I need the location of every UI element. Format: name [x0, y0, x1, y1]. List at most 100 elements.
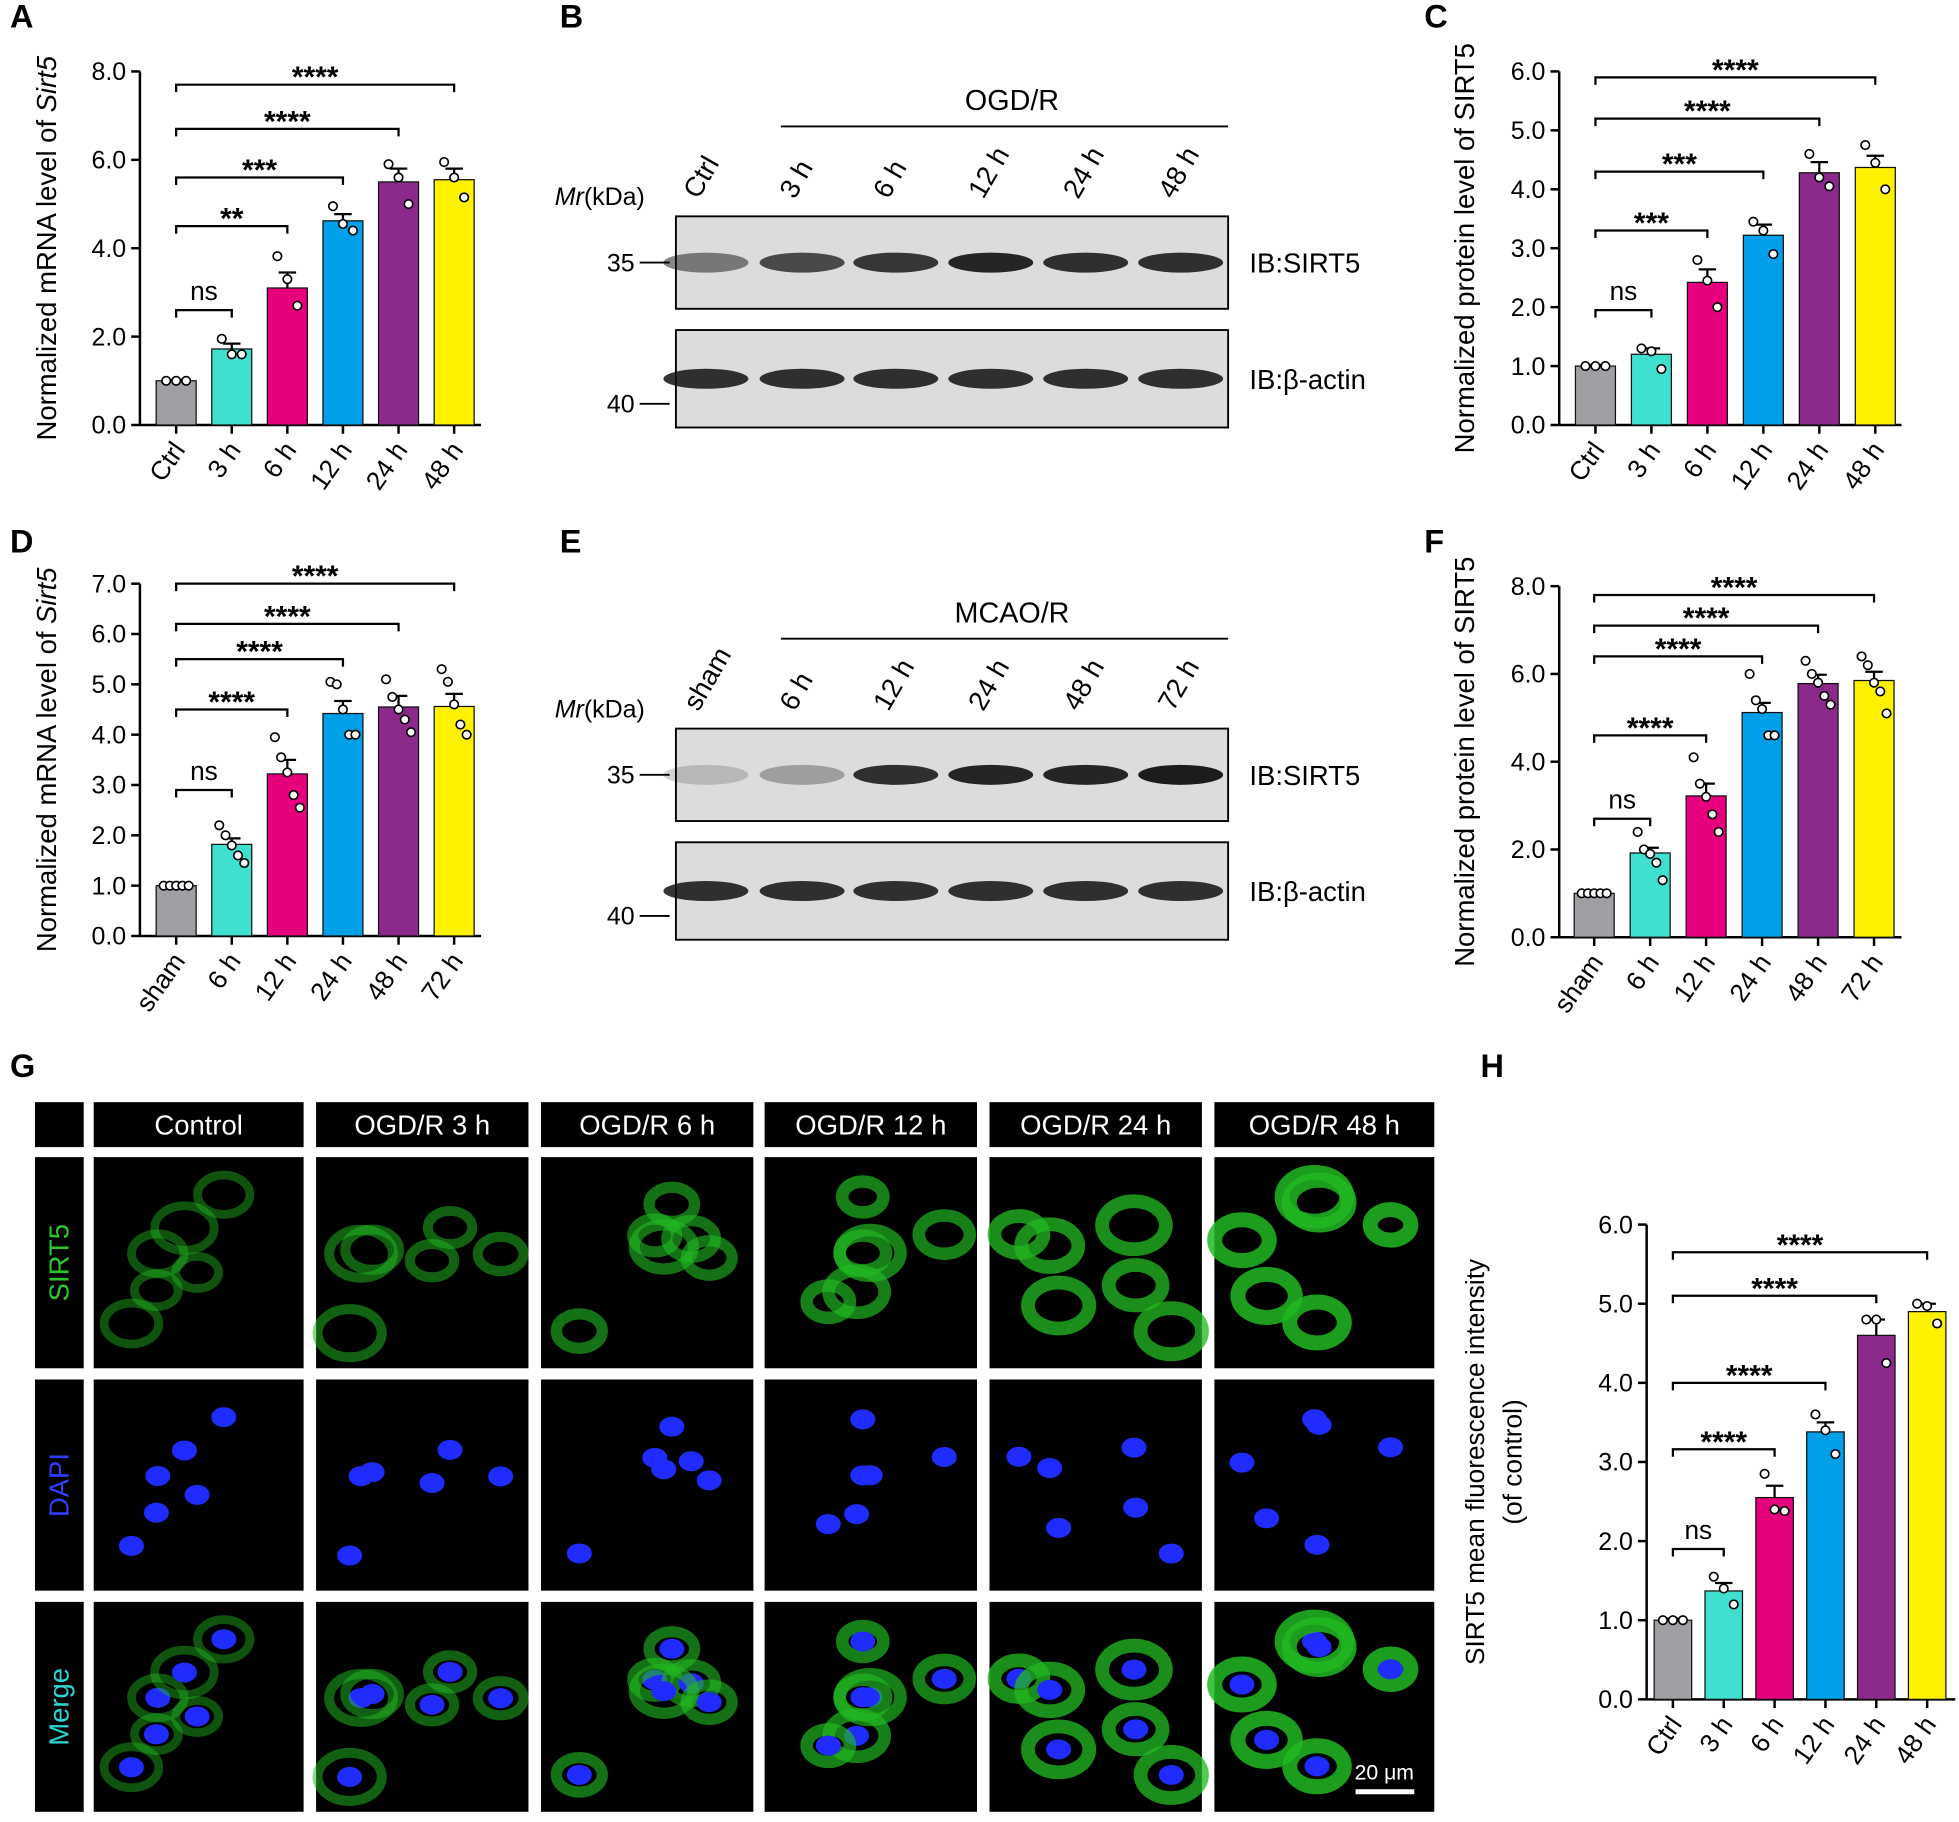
cell-signal: [1207, 1212, 1277, 1269]
cell-signal: [99, 1298, 164, 1349]
nucleus: [419, 1473, 445, 1494]
lane-label: Ctrl: [677, 151, 725, 203]
nucleus: [850, 1687, 876, 1708]
y-tick-label: 4.0: [1598, 1370, 1633, 1398]
nucleus: [696, 1692, 722, 1713]
y-tick-label: 2.0: [1598, 1528, 1633, 1556]
data-point: [1692, 254, 1703, 266]
cell-signal: [127, 1229, 189, 1278]
nucleus: [143, 1724, 169, 1745]
data-point: [1881, 708, 1892, 719]
data-point: [449, 699, 460, 710]
y-axis-label-text: Normalized protein level of SIRT5: [1449, 43, 1480, 453]
nucleus: [143, 1502, 169, 1523]
y-tick-label: 5.0: [91, 671, 126, 699]
nucleus: [931, 1446, 957, 1467]
data-point: [1656, 363, 1667, 375]
nucleus: [844, 1504, 870, 1525]
data-point: [461, 729, 472, 740]
nucleus: [145, 1687, 171, 1708]
nucleus: [184, 1484, 210, 1505]
data-point: [181, 375, 192, 386]
nucleus: [815, 1735, 841, 1756]
blot-band: [948, 881, 1034, 902]
data-point: [387, 691, 398, 702]
data-point: [1860, 140, 1871, 151]
cell-signal: [1281, 1172, 1357, 1233]
data-point: [405, 727, 417, 738]
x-tick-label: 24 h: [1780, 436, 1834, 495]
lane-label: 72 h: [1152, 654, 1206, 716]
row-label: SIRT5: [44, 1224, 75, 1301]
y-tick-label: 5.0: [1511, 117, 1546, 145]
bar: [266, 773, 308, 937]
x-tick-label: Ctrl: [1562, 436, 1610, 487]
data-point: [455, 719, 466, 730]
data-point: [1758, 225, 1769, 236]
cell-signal: [912, 1653, 976, 1705]
nucleus: [437, 1439, 463, 1460]
significance-bracket: [1593, 655, 1764, 664]
blot-band: [759, 368, 845, 389]
data-point: [1688, 752, 1699, 763]
nucleus: [171, 1440, 197, 1461]
column-header-bg: [316, 1102, 529, 1148]
data-point: [1813, 677, 1824, 688]
cell-signal: [1101, 1702, 1170, 1757]
cell-signal: [1021, 1719, 1097, 1780]
data-point: [1800, 655, 1811, 666]
data-point: [161, 375, 172, 386]
blot-band: [1138, 368, 1224, 389]
x-tick-label: 48 h: [1836, 436, 1890, 495]
data-point: [216, 333, 227, 344]
column-header: OGD/R 12 h: [795, 1110, 946, 1141]
x-tick-label: 24 h: [304, 947, 358, 1006]
nucleus: [1306, 1414, 1332, 1435]
blot-band: [759, 252, 845, 273]
nucleus: [566, 1543, 592, 1564]
blot-band: [853, 764, 939, 785]
x-tick-label: 72 h: [415, 947, 469, 1006]
bar: [322, 712, 364, 937]
y-tick-label: 2.0: [91, 822, 126, 850]
cell-signal: [1282, 1294, 1352, 1351]
cell-signal: [1362, 1202, 1419, 1248]
probe-label: IB:β-actin: [1249, 364, 1366, 395]
data-point: [442, 676, 453, 687]
bar: [1798, 172, 1840, 426]
data-point: [1814, 172, 1825, 183]
nucleus: [1123, 1497, 1149, 1518]
blot-band: [1043, 881, 1129, 902]
lane-label: 3 h: [773, 155, 819, 204]
data-point: [226, 840, 237, 851]
lane-label: 24 h: [962, 654, 1016, 716]
blot-title: MCAO/R: [955, 597, 1070, 629]
y-axis-label: Normalized mRNA level of Sirt5: [31, 55, 62, 440]
blot-band: [1043, 764, 1129, 785]
blot-band: [663, 368, 749, 389]
cell-signal: [643, 1626, 701, 1672]
data-point: [226, 349, 237, 360]
bar: [1856, 1334, 1896, 1700]
blot-band: [663, 252, 749, 273]
x-tick-label: 3 h: [1621, 436, 1666, 483]
data-point: [347, 225, 359, 236]
bar: [1854, 166, 1896, 426]
bar: [1742, 234, 1784, 426]
y-tick-label: 6.0: [1511, 58, 1546, 86]
significance-label: ***: [242, 154, 277, 187]
data-point: [294, 802, 305, 813]
blot-band: [663, 764, 749, 785]
row-label: Merge: [44, 1668, 75, 1746]
cell-signal: [1095, 1638, 1173, 1701]
nucleus: [1306, 1637, 1332, 1658]
nucleus: [337, 1766, 363, 1787]
data-point: [1580, 361, 1591, 372]
cell-signal: [1230, 1710, 1303, 1769]
cell-signal: [835, 1619, 890, 1664]
data-point: [232, 850, 244, 861]
bar: [1853, 679, 1895, 938]
significance-bracket: [175, 224, 289, 234]
y-axis-label: SIRT5 mean fluorescence intensity: [1460, 1258, 1490, 1665]
nucleus: [145, 1465, 171, 1486]
